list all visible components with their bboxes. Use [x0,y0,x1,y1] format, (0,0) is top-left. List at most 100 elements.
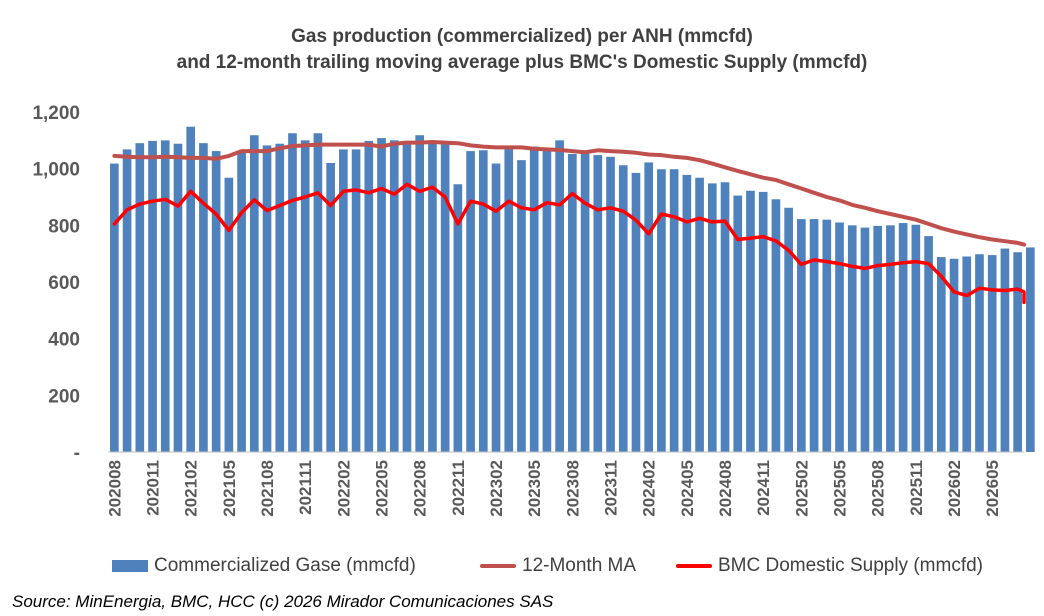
bar [873,225,883,452]
bar [949,258,959,452]
bar [122,149,132,452]
y-tick-label: 1,000 [32,160,80,181]
legend-swatch-bars [112,560,148,572]
bar [784,207,793,452]
x-tick-label: 202505 [831,460,850,517]
legend-item-bmc: BMC Domestic Supply (mmcfd) [676,555,983,577]
bar [351,149,361,452]
bar [402,140,412,452]
bar [720,182,730,452]
bar [1026,247,1035,452]
bar [797,219,806,452]
legend-swatch-bmc [676,564,712,568]
bar [847,225,857,452]
bar [593,155,603,453]
bar [199,143,208,452]
x-tick-label: 202402 [640,460,659,517]
bar [1013,252,1022,452]
x-tick-label: 202202 [334,460,353,517]
bar [529,146,539,453]
bar [262,145,272,452]
bar [364,140,374,452]
bar [249,135,259,452]
bar [377,138,386,453]
bar [148,140,157,452]
bmc-line [112,182,1026,305]
bar [339,149,348,452]
bar [1000,248,1010,452]
y-tick-label: 800 [48,216,80,237]
x-tick-label: 202602 [945,460,964,517]
bar [898,223,908,452]
bar [326,163,335,452]
legend-label-bmc: BMC Domestic Supply (mmcfd) [718,555,983,576]
bar [428,140,437,452]
legend: Commercialized Gase (mmcfd) 12-Month MA … [0,555,1044,579]
x-tick-label: 202305 [525,460,544,517]
legend-label-ma: 12-Month MA [522,555,637,576]
bar [758,191,768,452]
bar [415,135,425,452]
legend-item-ma: 12-Month MA [480,555,636,577]
bar [237,151,246,452]
bar [160,140,170,453]
bar [389,140,399,453]
bar [300,140,310,453]
x-tick-label: 202205 [373,460,392,517]
bar [224,177,234,452]
bar [962,256,972,452]
bar [644,162,654,452]
bar [186,126,196,452]
bar [466,151,475,452]
x-tick-label: 202011 [144,460,163,516]
bar [707,183,717,452]
bar [657,169,666,452]
bar [173,143,183,452]
bar [911,224,921,452]
bar [822,219,832,452]
y-tick-label: 400 [48,330,80,351]
bar [886,225,895,452]
x-tick-label: 202008 [105,460,124,517]
source-note: Source: MinEnergia, BMC, HCC (c) 2026 Mi… [12,592,554,611]
x-tick-label: 202502 [792,460,811,517]
x-tick-label: 202208 [411,460,430,517]
x-tick-label: 202108 [258,460,277,517]
bar [936,257,946,452]
bar [771,199,781,452]
bar [987,255,997,452]
legend-item-bars: Commercialized Gase (mmcfd) [112,555,416,577]
bar [568,153,577,452]
x-tick-label: 202311 [602,460,621,516]
bar [135,143,145,452]
x-tick-label: 202411 [754,460,773,516]
bar [606,156,615,452]
bar [682,174,692,452]
ma-line [112,140,1026,247]
x-tick-label: 202308 [563,460,582,517]
x-tick-label: 202105 [220,460,239,517]
bar [975,254,984,452]
bar [924,236,933,452]
x-tick-label: 202511 [907,460,926,516]
bar [211,151,221,452]
bar [542,149,552,452]
x-tick-label: 202211 [449,460,468,516]
chart-subtitle: and 12-month trailing moving average plu… [176,52,868,73]
legend-swatch-ma [480,564,516,568]
bar [835,222,844,452]
x-tick-label: 202102 [182,460,201,517]
bar [618,165,628,452]
bar [440,143,450,452]
bar [288,133,297,452]
bar [580,151,590,452]
bar [746,190,755,452]
bar [478,150,488,452]
bar [313,133,323,452]
chart-title: Gas production (commercialized) per ANH … [291,26,753,47]
x-tick-label: 202302 [487,460,506,517]
x-tick-label: 202605 [983,460,1002,517]
bar [669,169,679,452]
y-tick-label: 600 [48,273,80,294]
bar [491,163,501,453]
